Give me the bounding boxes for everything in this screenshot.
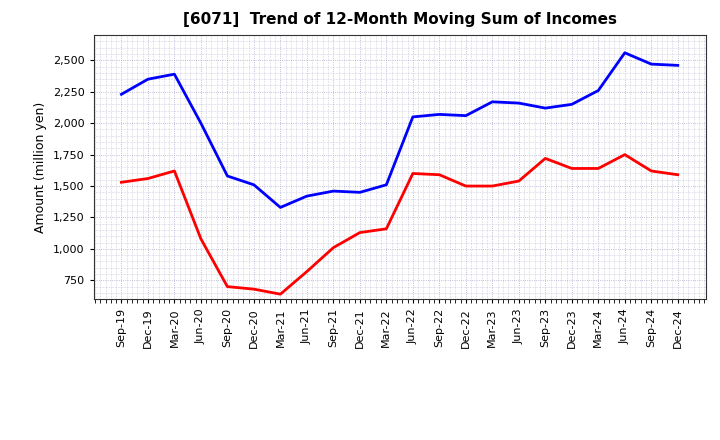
Ordinary Income: [197, 121, 205, 126]
Net Income: [250, 286, 258, 292]
Net Income: [197, 236, 205, 242]
Ordinary Income: [223, 173, 232, 179]
Ordinary Income: [673, 63, 682, 68]
Net Income: [515, 178, 523, 183]
Ordinary Income: [329, 188, 338, 194]
Net Income: [567, 166, 576, 171]
Net Income: [541, 156, 549, 161]
Net Income: [435, 172, 444, 177]
Ordinary Income: [541, 106, 549, 111]
Net Income: [408, 171, 417, 176]
Ordinary Income: [170, 72, 179, 77]
Net Income: [276, 292, 284, 297]
Ordinary Income: [462, 113, 470, 118]
Ordinary Income: [302, 194, 311, 199]
Net Income: [170, 169, 179, 174]
Net Income: [621, 152, 629, 157]
Ordinary Income: [276, 205, 284, 210]
Net Income: [117, 180, 126, 185]
Line: Net Income: Net Income: [122, 154, 678, 294]
Ordinary Income: [567, 102, 576, 107]
Ordinary Income: [647, 62, 656, 67]
Title: [6071]  Trend of 12-Month Moving Sum of Incomes: [6071] Trend of 12-Month Moving Sum of I…: [183, 12, 616, 27]
Ordinary Income: [435, 112, 444, 117]
Ordinary Income: [488, 99, 497, 104]
Net Income: [143, 176, 152, 181]
Ordinary Income: [621, 50, 629, 55]
Net Income: [594, 166, 603, 171]
Ordinary Income: [382, 182, 391, 187]
Ordinary Income: [515, 100, 523, 106]
Net Income: [382, 226, 391, 231]
Net Income: [673, 172, 682, 177]
Ordinary Income: [408, 114, 417, 120]
Ordinary Income: [594, 88, 603, 93]
Ordinary Income: [356, 190, 364, 195]
Net Income: [223, 284, 232, 289]
Y-axis label: Amount (million yen): Amount (million yen): [35, 102, 48, 233]
Ordinary Income: [117, 92, 126, 97]
Ordinary Income: [143, 77, 152, 82]
Ordinary Income: [250, 182, 258, 187]
Net Income: [329, 245, 338, 250]
Net Income: [488, 183, 497, 189]
Line: Ordinary Income: Ordinary Income: [122, 53, 678, 207]
Net Income: [302, 269, 311, 274]
Net Income: [462, 183, 470, 189]
Net Income: [647, 169, 656, 174]
Net Income: [356, 230, 364, 235]
